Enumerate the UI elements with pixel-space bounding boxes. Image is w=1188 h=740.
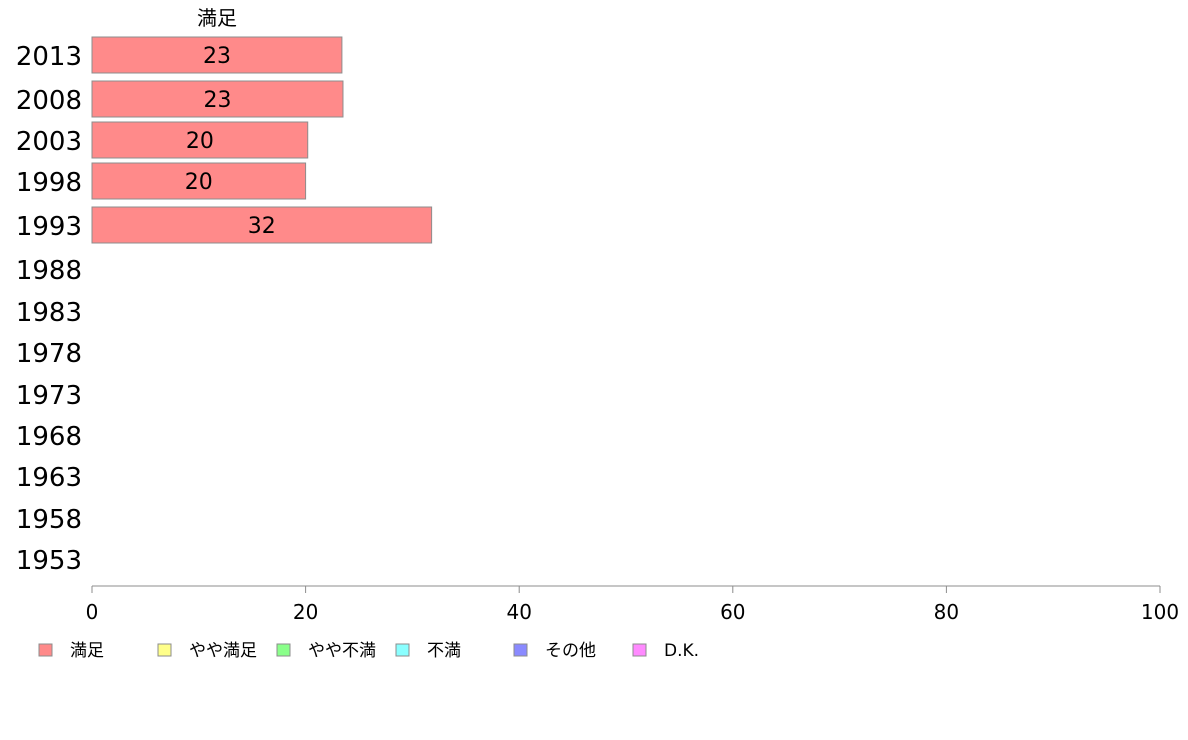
year-label: 1963 bbox=[16, 463, 82, 493]
year-label: 1973 bbox=[16, 381, 82, 411]
x-tick-label: 40 bbox=[506, 600, 531, 624]
year-label: 1958 bbox=[16, 505, 82, 535]
x-tick-label: 100 bbox=[1141, 600, 1179, 624]
year-label: 1988 bbox=[16, 256, 82, 286]
bar-segment bbox=[91, 162, 307, 200]
legend-swatch bbox=[276, 643, 291, 657]
bar-value-label: 23 bbox=[203, 44, 231, 69]
bar-segment bbox=[91, 206, 433, 244]
x-tick-label: 80 bbox=[934, 600, 959, 624]
bar-segment bbox=[91, 36, 343, 74]
bar-segment bbox=[91, 80, 344, 118]
x-tick-label: 60 bbox=[720, 600, 745, 624]
year-label: 1978 bbox=[16, 339, 82, 369]
x-tick-label: 20 bbox=[293, 600, 318, 624]
bar-value-label: 20 bbox=[185, 170, 213, 195]
x-axis: 0 20 40 60 80 100 bbox=[86, 585, 1179, 624]
year-label: 1993 bbox=[16, 212, 82, 242]
legend-label: 満足 bbox=[70, 641, 104, 661]
year-label: 1983 bbox=[16, 298, 82, 328]
legend-swatch bbox=[632, 643, 647, 657]
legend-swatch bbox=[157, 643, 172, 657]
legend-label: 不満 bbox=[427, 641, 461, 661]
column-header-layer: 満足 bbox=[197, 6, 237, 30]
year-label: 1968 bbox=[16, 422, 82, 452]
legend-label: D.K. bbox=[664, 641, 699, 661]
year-label: 1953 bbox=[16, 546, 82, 576]
legend: 満足 やや満足 やや不満 不満 その他 D.K. bbox=[38, 641, 699, 661]
bar-value-label: 32 bbox=[248, 214, 276, 239]
bar-value-label: 20 bbox=[186, 129, 214, 154]
legend-label: やや不満 bbox=[308, 641, 376, 661]
bar-value-label: 23 bbox=[203, 88, 231, 113]
legend-swatch bbox=[395, 643, 410, 657]
legend-label: やや満足 bbox=[189, 641, 257, 661]
bars: 23 23 20 20 32 bbox=[91, 36, 433, 244]
year-label: 2003 bbox=[16, 127, 82, 157]
bar-segment bbox=[91, 121, 309, 159]
legend-label: その他 bbox=[545, 641, 596, 661]
category-labels: 2013 2008 2003 1998 1993 1988 1983 1978 1973 1968… bbox=[16, 42, 82, 576]
year-label: 2008 bbox=[16, 86, 82, 116]
legend-swatch bbox=[38, 643, 53, 657]
x-tick-label: 0 bbox=[86, 600, 99, 624]
column-header: 満足 bbox=[197, 6, 237, 30]
year-label: 1998 bbox=[16, 168, 82, 198]
legend-swatch bbox=[513, 643, 528, 657]
year-label: 2013 bbox=[16, 42, 82, 72]
